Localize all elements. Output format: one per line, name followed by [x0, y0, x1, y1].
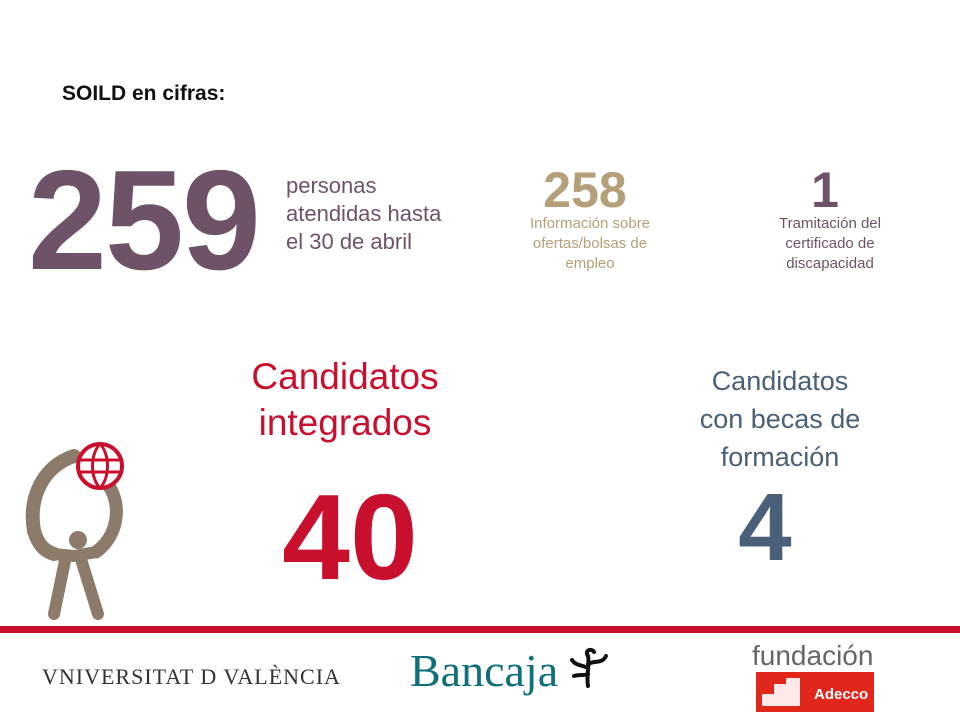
- certificado-description: Tramitación del certificado de discapaci…: [745, 214, 915, 274]
- universitat-logo: VNIVERSITAT D VALÈNCIA: [42, 664, 341, 689]
- page-title: SOILD en cifras:: [62, 82, 226, 105]
- becas-label-line: Candidatos: [711, 366, 849, 396]
- becas-label-line: formación: [720, 442, 840, 472]
- info-desc-line: Información sobre: [529, 215, 651, 232]
- figure-holding-globe-icon: [25, 442, 124, 620]
- total-desc-line: personas: [286, 173, 377, 198]
- total-desc-line: atendidas hasta: [286, 201, 442, 226]
- becas-label: Candidatos con becas de formación: [670, 362, 890, 476]
- becas-value: 4: [738, 474, 792, 581]
- total-desc-line: el 30 de abril: [286, 229, 412, 254]
- bancaja-tree-icon: [570, 647, 608, 688]
- becas-label-line: con becas de: [699, 404, 861, 434]
- cert-desc-line: certificado de: [785, 235, 875, 252]
- figure-head: [69, 531, 87, 549]
- integrados-label: Candidatos integrados: [200, 354, 490, 446]
- cert-desc-line: Tramitación del: [779, 215, 881, 232]
- certificado-value: 1: [811, 162, 839, 218]
- adecco-steps-icon: [756, 672, 874, 712]
- fundacion-label: fundación: [752, 640, 874, 671]
- info-description: Información sobre ofertas/bolsas de empl…: [505, 214, 675, 274]
- adecco-label: Adecco: [814, 686, 869, 703]
- red-divider: [0, 626, 960, 633]
- info-value: 258: [543, 162, 627, 218]
- globe-icon: [76, 442, 124, 490]
- total-value: 259: [28, 141, 261, 300]
- info-desc-line: empleo: [565, 255, 615, 272]
- cert-desc-line: discapacidad: [786, 255, 874, 272]
- integrados-value: 40: [282, 469, 418, 605]
- integrados-label-line: Candidatos: [251, 356, 439, 397]
- info-desc-line: ofertas/bolsas de: [532, 235, 648, 252]
- integrados-label-line: integrados: [258, 402, 432, 443]
- total-description: personas atendidas hasta el 30 de abril: [286, 172, 486, 256]
- bancaja-logo: Bancaja: [410, 645, 559, 696]
